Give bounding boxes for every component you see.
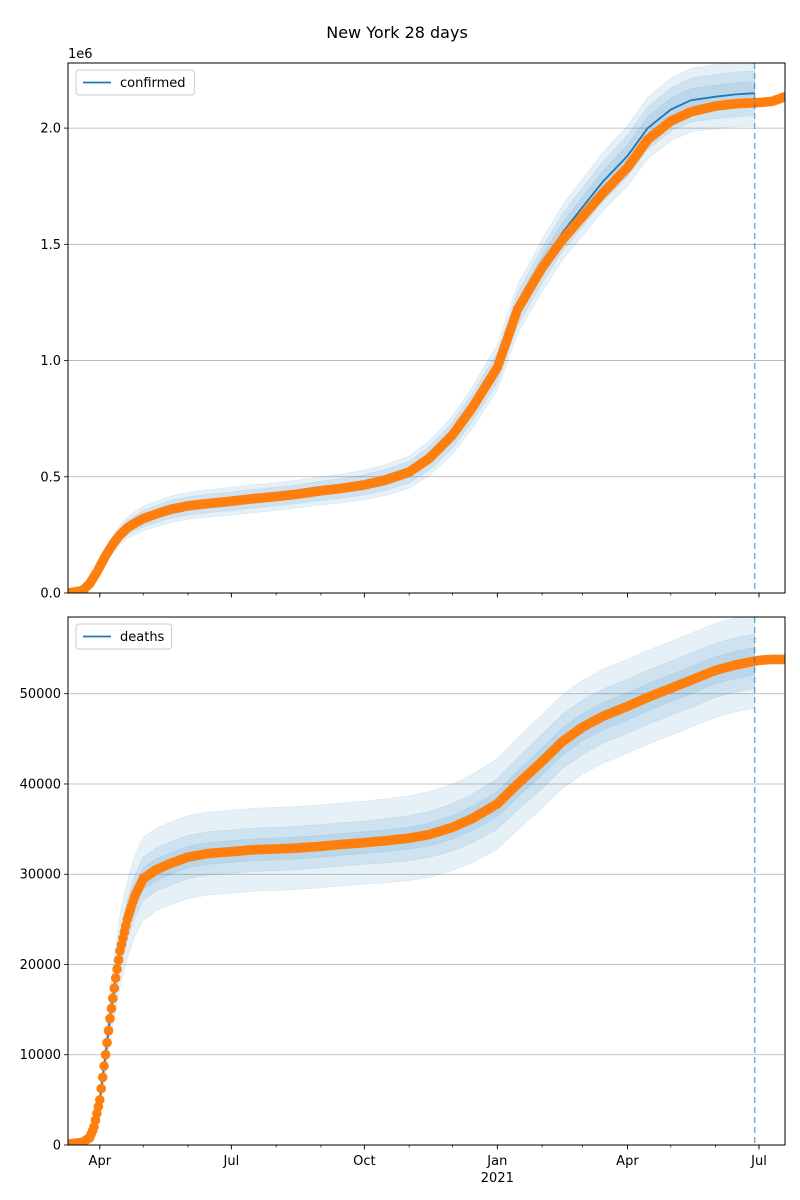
- axes-frame: [67, 616, 786, 1146]
- x-tick-label: Oct: [353, 1154, 375, 1169]
- y-tick-label: 10000: [20, 1048, 61, 1063]
- y-tick-label: 2.0: [40, 122, 61, 137]
- x-tick-label: Apr: [616, 1154, 639, 1169]
- legend-box: [75, 69, 195, 96]
- y-tick-label: 20000: [20, 958, 61, 973]
- observed-point: [103, 1025, 114, 1036]
- observed-point: [97, 1072, 108, 1083]
- y-tick-label: 0.5: [40, 470, 61, 485]
- observed-point: [112, 964, 122, 974]
- observed-point: [100, 1049, 111, 1060]
- y-tick-label: 0: [53, 1139, 61, 1154]
- observed-point: [106, 1003, 117, 1014]
- observed-point: [110, 973, 121, 983]
- y-tick-label: 0.0: [40, 587, 61, 602]
- x-tick-label: Jan: [486, 1154, 507, 1169]
- observed-point: [96, 1083, 106, 1094]
- legend-box: [75, 623, 173, 650]
- figure-title: New York 28 days: [326, 23, 468, 42]
- plot-area: [68, 63, 785, 593]
- observed-point: [109, 983, 120, 993]
- confirmed-panel: 0.0 0.5 1.0 1.5 2.0 1e6 confirmed: [40, 47, 786, 602]
- x-tick-label: Jul: [223, 1154, 240, 1169]
- x-tick-label: Apr: [89, 1154, 112, 1169]
- observed-point: [108, 993, 118, 1004]
- observed-point: [99, 1061, 109, 1071]
- observed-point: [780, 654, 785, 665]
- axes-frame: [67, 62, 786, 594]
- y-tick-label: 30000: [20, 868, 61, 883]
- y-tick-label: 1.5: [40, 238, 61, 253]
- observed-point: [113, 955, 124, 965]
- observed-point: [105, 1013, 115, 1024]
- legend: deaths: [75, 623, 173, 650]
- y-tick-label: 1.0: [40, 354, 61, 369]
- y-offset-label: 1e6: [68, 47, 93, 62]
- y-tick-label: 40000: [20, 777, 61, 792]
- y-tick-label: 50000: [20, 687, 61, 702]
- plot-area: [68, 617, 785, 1145]
- deaths-panel: 0 10000 20000 30000 40000 50000 Apr Jul Oct Jan Ap…: [20, 616, 786, 1186]
- observed-point: [780, 91, 785, 102]
- legend-label: deaths: [120, 630, 165, 645]
- legend: confirmed: [75, 69, 195, 96]
- x-tick-label: Jul: [750, 1154, 767, 1169]
- observed-point: [102, 1037, 112, 1048]
- observed-point: [95, 1095, 105, 1105]
- x-year-label: 2021: [481, 1171, 514, 1186]
- legend-label: confirmed: [120, 76, 186, 91]
